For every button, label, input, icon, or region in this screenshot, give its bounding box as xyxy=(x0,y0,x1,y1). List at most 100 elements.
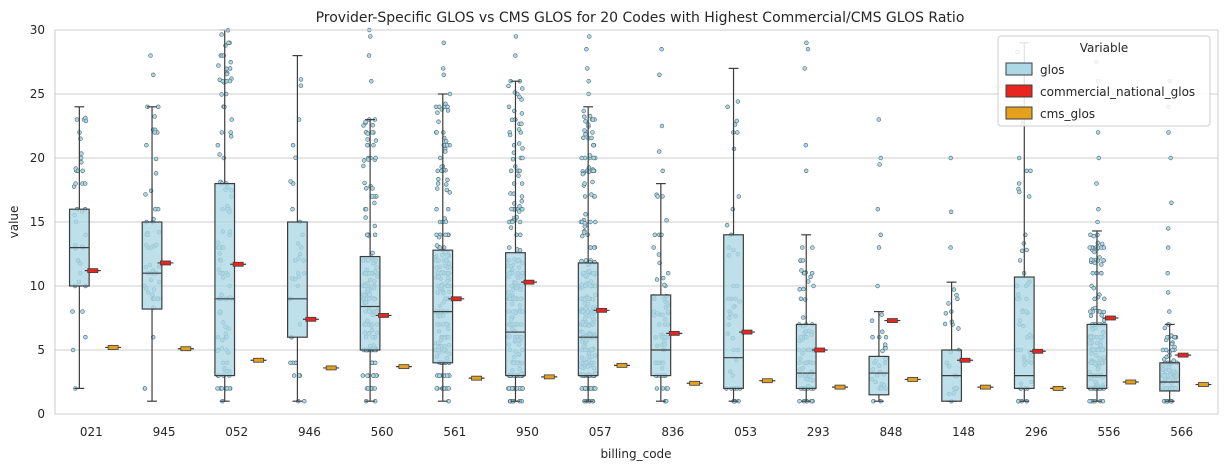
glos-point-296 xyxy=(1019,248,1025,254)
glos-point-296 xyxy=(1024,247,1029,253)
y-tick-label-30: 30 xyxy=(30,23,45,37)
glos-outlier-560 xyxy=(366,53,372,58)
glos-point-560 xyxy=(363,215,368,220)
glos-point-560 xyxy=(361,163,366,169)
glos-point-560 xyxy=(371,373,376,378)
glos-point-057 xyxy=(582,181,587,186)
glos-point-561 xyxy=(437,104,442,110)
glos-point-148 xyxy=(951,287,957,292)
glos-point-566 xyxy=(1162,325,1168,331)
glos-point-848 xyxy=(880,329,885,334)
cms-marker-556 xyxy=(1125,379,1137,385)
cms-marker-945 xyxy=(180,346,192,352)
glos-outlier-848 xyxy=(876,245,882,250)
glos-point-836 xyxy=(662,282,667,288)
glos-point-950 xyxy=(520,386,525,391)
glos-point-561 xyxy=(446,386,451,391)
glos-point-057 xyxy=(589,135,594,141)
glos-point-556 xyxy=(1088,309,1093,314)
glos-outlier-836 xyxy=(660,168,665,174)
cms-marker-950 xyxy=(543,374,555,380)
x-tick-label-021: 021 xyxy=(80,425,103,439)
glos-point-950 xyxy=(510,219,515,225)
glos-point-561 xyxy=(444,139,449,144)
glos-point-945 xyxy=(144,143,149,148)
glos-point-052 xyxy=(224,386,230,391)
x-axis-label: billing_code xyxy=(600,447,671,461)
glos-point-950 xyxy=(520,155,525,161)
glos-outlier-566 xyxy=(1165,271,1170,276)
glos-point-053 xyxy=(725,104,730,110)
glos-point-293 xyxy=(809,271,815,276)
glos-point-052 xyxy=(219,386,225,391)
glos-point-057 xyxy=(591,143,596,148)
glos-point-057 xyxy=(583,258,589,263)
glos-point-293 xyxy=(808,274,813,279)
glos-point-560 xyxy=(362,158,367,163)
glos-point-950 xyxy=(516,209,522,214)
cms-marker-848 xyxy=(907,377,919,382)
glos-point-560 xyxy=(370,250,375,256)
glos-point-293 xyxy=(811,283,816,289)
glos-point-946 xyxy=(291,373,297,378)
glos-outlier-566 xyxy=(1166,130,1171,135)
glos-point-293 xyxy=(801,286,806,292)
commercial-marker-053 xyxy=(741,329,753,335)
glos-point-052 xyxy=(217,152,222,157)
legend-swatch-commercial xyxy=(1005,84,1033,98)
glos-point-950 xyxy=(517,219,523,225)
glos-point-566 xyxy=(1160,347,1166,353)
glos-point-052 xyxy=(227,66,233,71)
chart-title: Provider-Specific GLOS vs CMS GLOS for 2… xyxy=(316,10,965,26)
glos-point-057 xyxy=(593,386,598,391)
glos-point-561 xyxy=(435,181,441,186)
glos-outlier-293 xyxy=(805,46,811,52)
glos-point-021 xyxy=(73,181,78,186)
glos-point-057 xyxy=(582,221,588,226)
glos-point-556 xyxy=(1101,309,1107,315)
glos-point-950 xyxy=(520,207,525,212)
x-tick-label-053: 053 xyxy=(734,425,757,439)
glos-point-836 xyxy=(665,386,670,391)
glos-point-950 xyxy=(508,225,514,230)
glos-point-052 xyxy=(224,71,230,77)
glos-box-945 xyxy=(141,221,163,310)
glos-point-561 xyxy=(435,186,440,191)
glos-outlier-561 xyxy=(441,66,446,71)
glos-point-560 xyxy=(373,360,378,365)
glos-box-946 xyxy=(287,221,308,338)
glos-point-560 xyxy=(372,200,377,206)
glos-outlier-848 xyxy=(877,162,882,167)
glos-outlier-057 xyxy=(586,91,591,97)
glos-point-053 xyxy=(734,118,739,124)
glos-point-836 xyxy=(654,386,660,391)
commercial-marker-052 xyxy=(232,261,244,267)
glos-point-148 xyxy=(955,296,960,301)
glos-point-057 xyxy=(590,117,595,122)
glos-point-057 xyxy=(582,194,588,199)
glos-point-556 xyxy=(1092,296,1097,301)
glos-point-950 xyxy=(520,86,525,91)
glos-point-057 xyxy=(583,212,588,217)
glos-point-561 xyxy=(445,373,450,378)
glos-point-561 xyxy=(444,182,449,187)
glos-point-848 xyxy=(880,348,885,354)
glos-point-848 xyxy=(883,346,888,351)
glos-point-296 xyxy=(1017,189,1022,195)
glos-outlier-848 xyxy=(878,232,883,238)
glos-point-053 xyxy=(735,130,740,135)
glos-outlier-566 xyxy=(1165,290,1171,295)
glos-outlier-836 xyxy=(657,72,662,78)
glos-point-836 xyxy=(652,232,657,238)
y-tick-label-10: 10 xyxy=(30,279,45,293)
glos-point-950 xyxy=(519,121,524,126)
legend-title: Variable xyxy=(1080,41,1129,55)
glos-point-836 xyxy=(656,252,662,257)
glos-point-945 xyxy=(142,386,148,391)
glos-point-057 xyxy=(583,386,588,391)
glos-point-950 xyxy=(517,248,523,253)
glos-point-946 xyxy=(298,83,304,88)
glos-outlier-848 xyxy=(876,117,881,122)
glos-point-950 xyxy=(517,94,522,100)
